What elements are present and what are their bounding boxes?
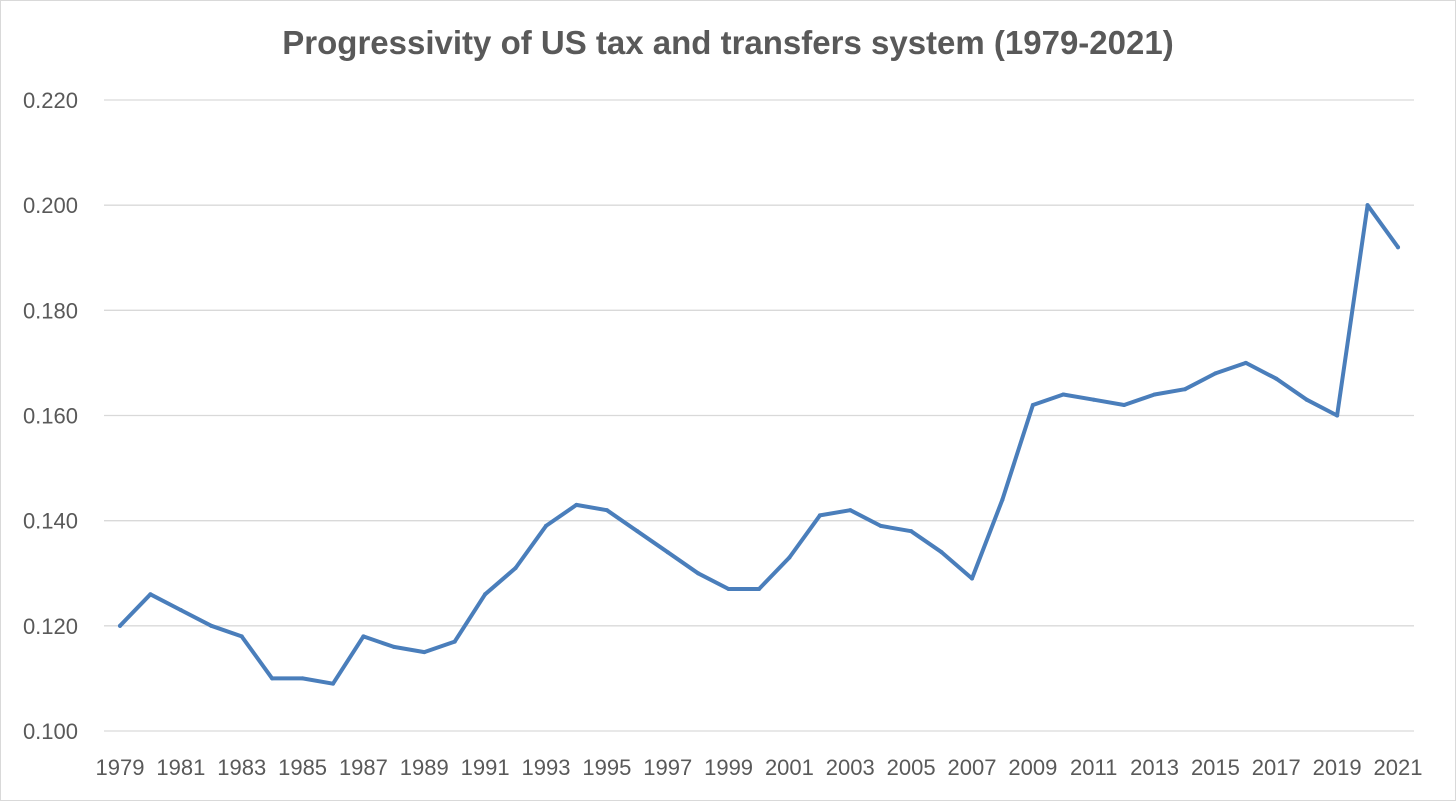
x-tick-label: 2011 <box>1070 755 1117 780</box>
data-point <box>787 555 792 560</box>
x-tick-label: 2019 <box>1313 755 1362 780</box>
data-point <box>635 529 640 534</box>
x-tick-label: 1987 <box>339 755 388 780</box>
data-point <box>1213 371 1218 376</box>
data-point <box>361 634 366 639</box>
data-point <box>757 587 761 592</box>
data-point <box>513 565 518 570</box>
data-point <box>726 587 731 592</box>
data-point <box>1365 203 1370 208</box>
x-tick-label: 1993 <box>522 755 571 780</box>
data-point <box>1183 387 1187 392</box>
x-tick-label: 2021 <box>1374 755 1423 780</box>
data-point <box>848 508 853 513</box>
x-tick-label: 2017 <box>1252 755 1301 780</box>
data-point <box>1243 360 1248 365</box>
x-tick-label: 1995 <box>582 755 631 780</box>
x-tick-label: 2013 <box>1130 755 1179 780</box>
y-axis-tick-labels: 0.100 0.120 0.140 0.160 0.180 0.200 0.220 <box>23 88 78 744</box>
data-point <box>118 623 122 628</box>
x-tick-label: 1999 <box>704 755 753 780</box>
data-point <box>1274 376 1279 381</box>
data-point <box>1335 413 1340 418</box>
chart-title: Progressivity of US tax and transfers sy… <box>282 24 1174 61</box>
data-point <box>1030 402 1035 407</box>
data-point <box>665 550 670 555</box>
data-point <box>1061 392 1066 397</box>
x-tick-label: 2015 <box>1191 755 1240 780</box>
data-point <box>452 639 457 644</box>
y-tick-label: 0.220 <box>23 88 78 113</box>
data-point <box>148 592 153 597</box>
data-point <box>970 576 974 581</box>
data-point <box>817 513 822 518</box>
x-tick-label: 1989 <box>400 755 449 780</box>
y-tick-label: 0.180 <box>23 298 78 323</box>
data-point <box>331 681 335 686</box>
data-point <box>1091 397 1096 402</box>
x-axis-tick-labels: 1979 1981 1983 1985 1987 1989 1991 1993 1995 1997… <box>96 755 1423 780</box>
x-tick-label: 1997 <box>643 755 692 780</box>
data-point <box>939 550 944 555</box>
x-tick-label: 2003 <box>826 755 875 780</box>
x-tick-label: 1979 <box>96 755 145 780</box>
x-tick-label: 2001 <box>765 755 814 780</box>
y-tick-label: 0.100 <box>23 719 78 744</box>
x-tick-label: 2007 <box>948 755 997 780</box>
data-point <box>1396 245 1400 250</box>
data-point <box>604 508 609 513</box>
data-point <box>300 676 305 681</box>
data-point <box>422 650 427 655</box>
y-tick-label: 0.120 <box>23 614 78 639</box>
data-point <box>878 523 883 528</box>
x-tick-label: 1985 <box>278 755 327 780</box>
gridlines <box>104 99 1414 732</box>
data-point <box>270 676 275 681</box>
x-tick-label: 1991 <box>461 755 510 780</box>
data-point <box>391 644 396 649</box>
data-point <box>574 502 579 507</box>
data-point <box>483 592 488 597</box>
data-point <box>696 571 701 576</box>
y-tick-label: 0.160 <box>23 404 78 429</box>
data-point <box>1304 397 1309 402</box>
data-point <box>1152 392 1157 397</box>
x-tick-label: 1983 <box>217 755 266 780</box>
data-point <box>178 608 183 613</box>
data-point <box>1122 402 1127 407</box>
data-point <box>909 529 914 534</box>
data-points <box>118 203 1400 686</box>
data-point <box>239 634 244 639</box>
x-tick-label: 1981 <box>156 755 205 780</box>
series-line <box>118 203 1400 686</box>
x-tick-label: 2009 <box>1008 755 1057 780</box>
data-point <box>1000 497 1005 502</box>
y-tick-label: 0.140 <box>23 509 78 534</box>
data-point <box>209 623 214 628</box>
x-tick-label: 2005 <box>887 755 936 780</box>
data-point <box>544 523 548 528</box>
y-tick-label: 0.200 <box>23 193 78 218</box>
series-layer <box>118 203 1400 686</box>
